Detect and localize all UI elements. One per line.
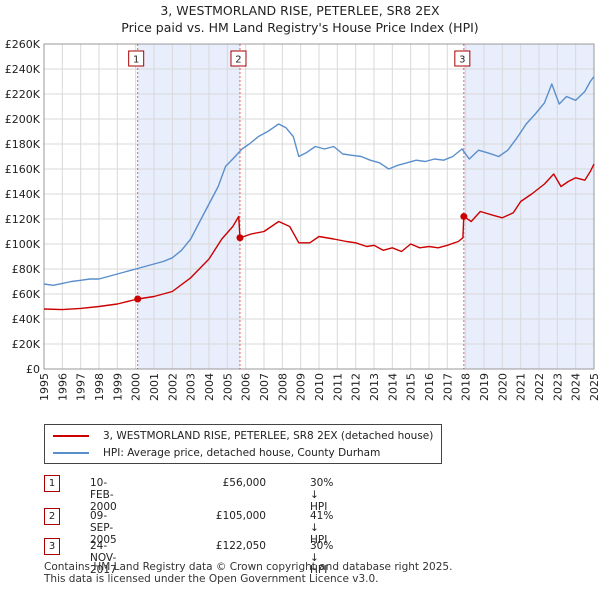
y-tick-label: £220K	[5, 88, 41, 101]
transaction-date: 10-FEB-2000	[90, 477, 117, 513]
x-tick-label: 1996	[56, 373, 69, 401]
x-tick-label: 2018	[460, 373, 473, 401]
x-tick-label: 2025	[588, 373, 600, 401]
legend-item-hpi: HPI: Average price, detached house, Coun…	[45, 445, 380, 461]
transaction-hpi: 41% ↓ HPI	[310, 510, 334, 546]
x-tick-label: 2023	[551, 373, 564, 401]
shaded-span	[463, 44, 594, 369]
y-tick-label: £200K	[5, 113, 41, 126]
transaction-price: £122,050	[215, 540, 266, 552]
x-tick-label: 1997	[75, 373, 88, 401]
x-tick-label: 2014	[386, 373, 399, 401]
hpi-line	[43, 76, 595, 286]
y-tick-label: £0	[26, 363, 40, 376]
x-tick-label: 2013	[368, 373, 381, 401]
y-tick-label: £140K	[5, 188, 41, 201]
transaction-price: £105,000	[215, 510, 266, 522]
shaded-span	[137, 44, 240, 369]
x-tick-label: 2010	[313, 373, 326, 401]
y-tick-label: £180K	[5, 138, 41, 151]
transaction-hpi: 30% ↓ HPI	[310, 540, 334, 576]
y-tick-label: £40K	[12, 313, 41, 326]
y-tick-label: £260K	[5, 38, 41, 51]
legend: 3, WESTMORLAND RISE, PETERLEE, SR8 2EX (…	[44, 424, 442, 464]
x-tick-label: 2017	[441, 373, 454, 401]
x-tick-label: 2024	[570, 373, 583, 401]
x-tick-label: 2019	[478, 373, 491, 401]
transaction-point	[236, 234, 244, 242]
transaction-number: 1	[44, 475, 60, 492]
y-tick-label: £100K	[5, 238, 41, 251]
x-tick-label: 2002	[166, 373, 179, 401]
legend-swatch-hpi	[53, 452, 89, 454]
x-tick-label: 2011	[331, 373, 344, 401]
transaction-label-box	[128, 50, 145, 67]
property-price-line	[43, 163, 595, 311]
x-tick-label: 2015	[405, 373, 418, 401]
x-tick-label: 2004	[203, 373, 216, 401]
x-tick-label: 2008	[276, 373, 289, 401]
transaction-date: 24-NOV-2017	[90, 540, 117, 576]
y-tick-label: £20K	[12, 338, 41, 351]
transaction-point	[460, 212, 468, 220]
y-tick-label: £60K	[12, 288, 41, 301]
transaction-point	[134, 295, 142, 303]
x-tick-label: 2001	[148, 373, 161, 401]
price-chart: £0 £20K £40K £60K £80K £100K £120K £140K £160K £1…	[5, 38, 600, 401]
footer-licence: This data is licensed under the Open Gov…	[44, 573, 379, 585]
transaction-label-box	[230, 50, 247, 67]
transaction-label-box	[454, 50, 471, 67]
chart-subtitle: Price paid vs. HM Land Registry's House …	[121, 20, 479, 35]
x-tick-label: 2021	[515, 373, 528, 401]
legend-item-property: 3, WESTMORLAND RISE, PETERLEE, SR8 2EX (…	[45, 428, 433, 444]
x-tick-label: 2005	[221, 373, 234, 401]
x-tick-label: 2007	[258, 373, 271, 401]
legend-swatch-property	[53, 435, 89, 437]
legend-label-hpi: HPI: Average price, detached house, Coun…	[103, 447, 381, 459]
y-tick-label: £120K	[5, 213, 41, 226]
transaction-number: 2	[44, 508, 60, 525]
x-tick-label: 2020	[496, 373, 509, 401]
transaction-number: 3	[44, 538, 60, 555]
transaction-label: 3	[459, 55, 465, 66]
x-tick-label: 2009	[295, 373, 308, 401]
transaction-hpi: 30% ↓ HPI	[310, 477, 334, 513]
x-tick-label: 2016	[423, 373, 436, 401]
y-tick-label: £240K	[5, 63, 41, 76]
x-tick-label: 2003	[185, 373, 198, 401]
transaction-label: 1	[133, 55, 139, 66]
y-tick-label: £160K	[5, 163, 41, 176]
footer-copyright: Contains HM Land Registry data © Crown c…	[44, 561, 453, 573]
x-tick-label: 1999	[111, 373, 124, 401]
x-tick-label: 1998	[93, 373, 106, 401]
chart-title: 3, WESTMORLAND RISE, PETERLEE, SR8 2EX	[160, 3, 440, 18]
y-tick-label: £80K	[12, 263, 41, 276]
x-tick-label: 2012	[350, 373, 363, 401]
transaction-price: £56,000	[222, 477, 266, 489]
plot-frame	[43, 43, 595, 370]
x-tick-label: 1995	[38, 373, 51, 401]
transaction-label: 2	[235, 55, 241, 66]
x-tick-label: 2000	[130, 373, 143, 401]
x-tick-label: 2022	[533, 373, 546, 401]
legend-label-property: 3, WESTMORLAND RISE, PETERLEE, SR8 2EX (…	[103, 430, 434, 442]
transaction-date: 09-SEP-2005	[90, 510, 117, 546]
x-tick-label: 2006	[240, 373, 253, 401]
